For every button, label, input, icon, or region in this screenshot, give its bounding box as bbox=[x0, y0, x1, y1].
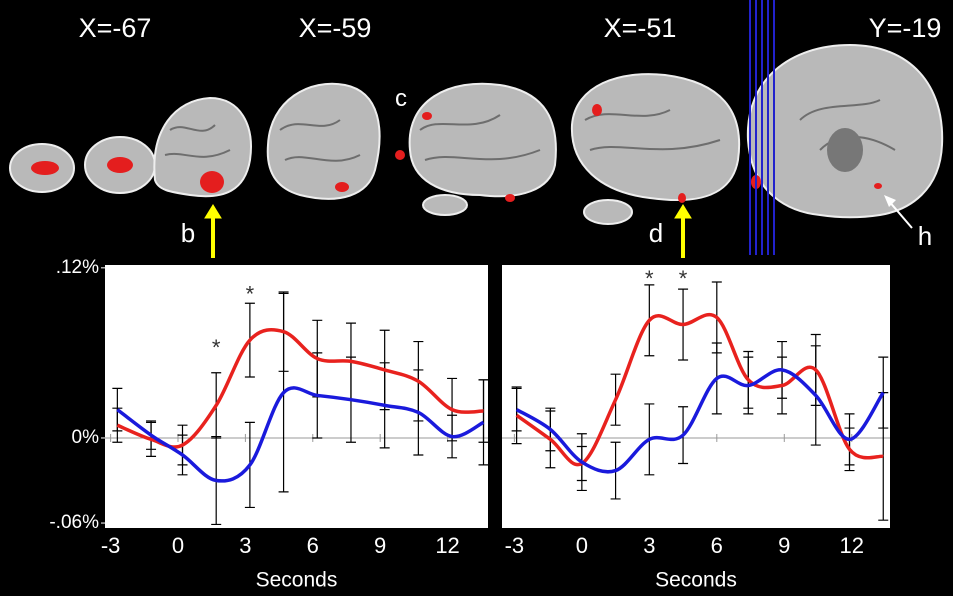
significance-mark: * bbox=[645, 266, 654, 291]
activation bbox=[505, 194, 515, 202]
brain-slice bbox=[410, 84, 556, 197]
activation bbox=[31, 161, 59, 175]
x-tick-label: 12 bbox=[840, 533, 864, 558]
x-tick-label: 6 bbox=[711, 533, 723, 558]
slice-label: X=-59 bbox=[299, 13, 372, 43]
y-tick-label: .12% bbox=[56, 257, 99, 278]
x-axis-label: Seconds bbox=[655, 569, 737, 592]
brain-slice bbox=[423, 195, 467, 215]
brain-slice bbox=[268, 84, 380, 199]
significance-mark: * bbox=[212, 335, 221, 360]
slice-label: X=-51 bbox=[604, 13, 677, 43]
x-tick-label: 9 bbox=[374, 533, 386, 558]
x-tick-label: 6 bbox=[307, 533, 319, 558]
y-tick-label: 0% bbox=[72, 427, 100, 448]
activation bbox=[592, 104, 602, 116]
x-tick-label: 0 bbox=[172, 533, 184, 558]
plot-area bbox=[105, 265, 488, 528]
activation bbox=[335, 182, 349, 192]
marker-label: h bbox=[918, 221, 932, 251]
x-tick-label: 3 bbox=[643, 533, 655, 558]
slice-label: Y=-19 bbox=[869, 13, 942, 43]
figure: X=-67 X=-59 X=-51 Y=-19 b c d h .12% 0% -.… bbox=[0, 0, 953, 596]
brain-slice bbox=[572, 74, 739, 200]
x-tick-label: -3 bbox=[101, 533, 121, 558]
y-tick-label: -.06% bbox=[49, 512, 99, 533]
x-tick-label: 9 bbox=[778, 533, 790, 558]
brain-slice bbox=[584, 200, 632, 224]
activation bbox=[107, 157, 133, 173]
activation bbox=[200, 171, 224, 193]
significance-mark: * bbox=[246, 281, 255, 306]
arrow-head bbox=[675, 205, 691, 218]
ventricle bbox=[827, 128, 863, 172]
activation bbox=[395, 150, 405, 160]
x-tick-label: 0 bbox=[576, 533, 588, 558]
marker-label: b bbox=[181, 218, 195, 248]
x-axis-label: Seconds bbox=[256, 569, 338, 592]
activation bbox=[874, 183, 882, 189]
significance-mark: * bbox=[679, 266, 688, 291]
activation bbox=[422, 112, 432, 120]
x-tick-label: 3 bbox=[239, 533, 251, 558]
marker-label: d bbox=[649, 218, 663, 248]
slice-label: X=-67 bbox=[79, 13, 152, 43]
arrow-head bbox=[205, 205, 221, 218]
marker-label: c bbox=[395, 85, 407, 112]
page: {"brain_labels": ["X=-67", "X=-59", "X=-… bbox=[0, 0, 953, 596]
activation bbox=[678, 193, 686, 203]
plot-area bbox=[502, 265, 890, 528]
x-tick-label: 12 bbox=[435, 533, 459, 558]
x-tick-label: -3 bbox=[505, 533, 525, 558]
